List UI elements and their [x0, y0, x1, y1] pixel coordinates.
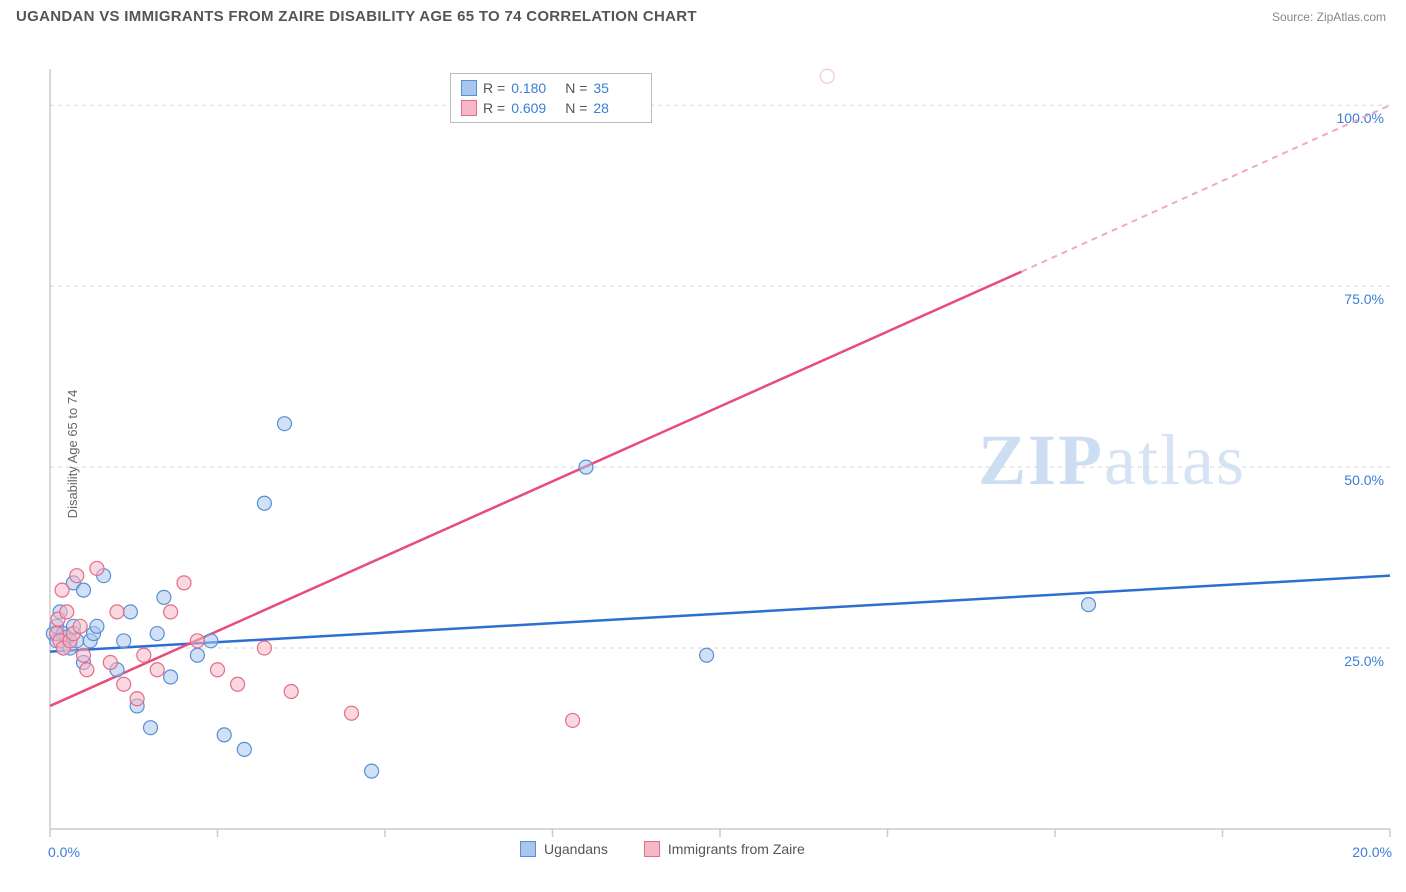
swatch-ugandans-icon — [520, 841, 536, 857]
n-value-ugandans: 35 — [593, 80, 641, 96]
chart-area: Disability Age 65 to 74 ZIPatlas 25.0%50… — [0, 29, 1406, 879]
svg-text:20.0%: 20.0% — [1352, 844, 1392, 860]
svg-text:100.0%: 100.0% — [1337, 110, 1384, 126]
legend-label-ugandans: Ugandans — [544, 841, 608, 857]
r-label: R = — [483, 80, 505, 96]
r-value-ugandans: 0.180 — [511, 80, 559, 96]
chart-title: UGANDAN VS IMMIGRANTS FROM ZAIRE DISABIL… — [16, 8, 697, 25]
svg-text:50.0%: 50.0% — [1344, 472, 1384, 488]
source-label: Source: — [1272, 10, 1317, 24]
chart-header: UGANDAN VS IMMIGRANTS FROM ZAIRE DISABIL… — [0, 0, 1406, 29]
source-link[interactable]: ZipAtlas.com — [1317, 10, 1386, 24]
series-legend: Ugandans Immigrants from Zaire — [520, 841, 805, 857]
n-value-zaire: 28 — [593, 100, 641, 116]
r-label: R = — [483, 100, 505, 116]
swatch-zaire — [461, 100, 477, 116]
swatch-zaire-icon — [644, 841, 660, 857]
legend-item-ugandans: Ugandans — [520, 841, 608, 857]
legend-row-ugandans: R = 0.180 N = 35 — [461, 78, 641, 98]
swatch-ugandans — [461, 80, 477, 96]
r-value-zaire: 0.609 — [511, 100, 559, 116]
n-label: N = — [565, 80, 587, 96]
legend-label-zaire: Immigrants from Zaire — [668, 841, 805, 857]
legend-item-zaire: Immigrants from Zaire — [644, 841, 805, 857]
svg-text:75.0%: 75.0% — [1344, 291, 1384, 307]
n-label: N = — [565, 100, 587, 116]
svg-text:0.0%: 0.0% — [48, 844, 80, 860]
legend-row-zaire: R = 0.609 N = 28 — [461, 98, 641, 118]
source-attribution: Source: ZipAtlas.com — [1272, 10, 1386, 24]
y-axis-label: Disability Age 65 to 74 — [65, 390, 80, 519]
svg-text:25.0%: 25.0% — [1344, 653, 1384, 669]
scatter-plot-svg: 25.0% 50.0% 75.0% 100.0% 0.0% 20.0% — [0, 29, 1406, 879]
correlation-legend: R = 0.180 N = 35 R = 0.609 N = 28 — [450, 73, 652, 123]
